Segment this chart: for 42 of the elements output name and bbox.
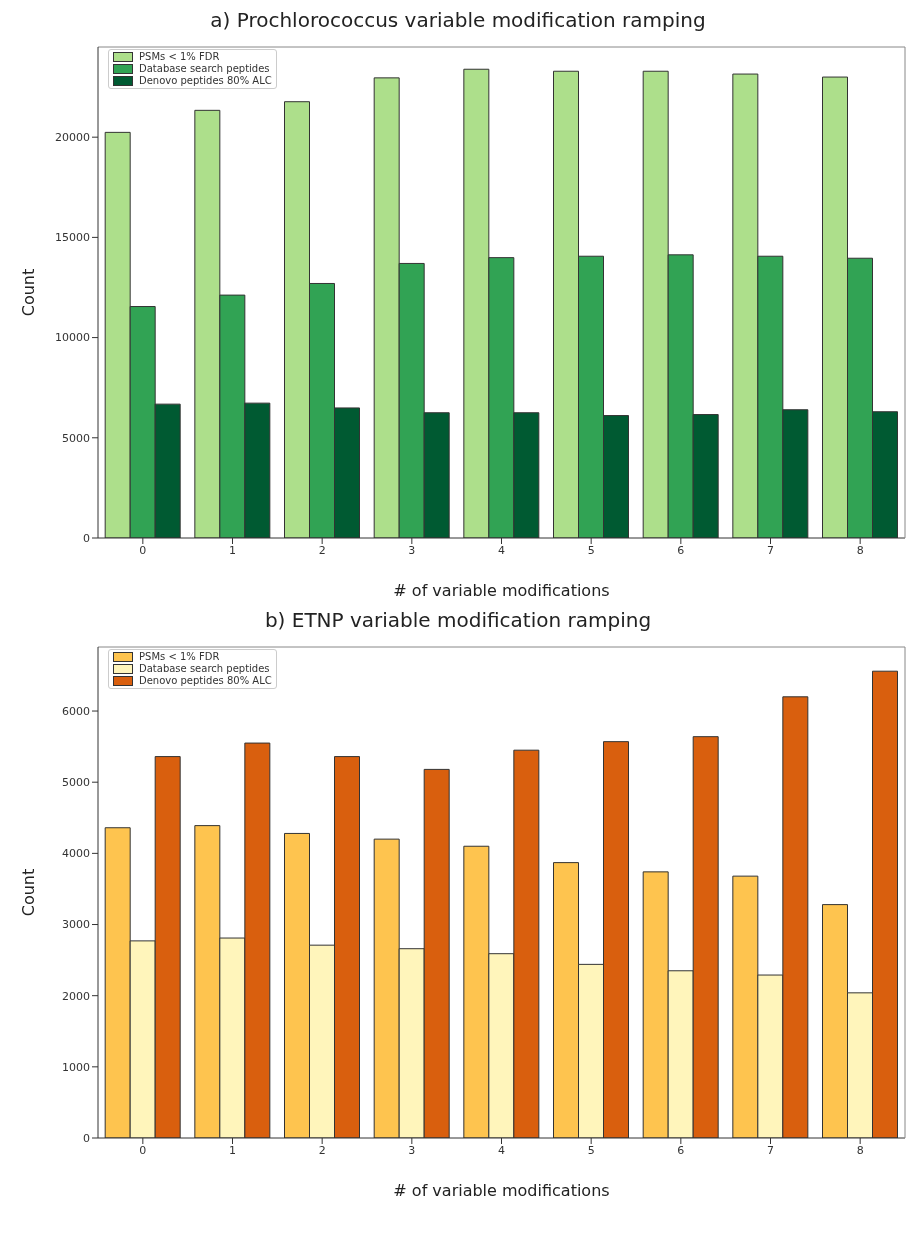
y-tick-label: 0	[83, 531, 90, 545]
y-axis-title: Count	[18, 268, 38, 317]
x-tick-label: 8	[856, 543, 864, 557]
chart-title: b) ETNP variable modification ramping	[263, 608, 653, 634]
x-tick-label: 3	[408, 1143, 416, 1157]
x-tick-label: 4	[498, 543, 505, 557]
x-tick-label: 2	[318, 1143, 326, 1157]
x-tick-label: 6	[677, 1143, 685, 1157]
legend-label: Denovo peptides 80% ALC	[139, 675, 272, 687]
x-tick-label: 8	[856, 1143, 864, 1157]
y-axis-title: Count	[18, 868, 38, 917]
x-tick-label: 0	[139, 543, 147, 557]
x-axis-title: # of variable modifications	[393, 1181, 610, 1200]
x-tick-label: 0	[139, 1143, 147, 1157]
y-tick-label: 2000	[62, 989, 90, 1003]
x-tick-label: 5	[587, 1143, 595, 1157]
legend-label: PSMs < 1% FDR	[139, 651, 220, 663]
legend-label: Database search peptides	[139, 663, 270, 675]
y-tick-label: 5000	[62, 431, 90, 445]
y-tick-label: 15000	[55, 231, 90, 245]
x-tick-label: 1	[229, 543, 236, 557]
y-tick-label: 10000	[55, 331, 90, 345]
x-tick-label: 1	[229, 1143, 236, 1157]
legend-label: PSMs < 1% FDR	[139, 51, 220, 63]
y-tick-label: 20000	[55, 131, 90, 145]
chart-title: a) Prochlorococcus variable modification ramping	[209, 8, 707, 34]
x-tick-label: 7	[767, 543, 774, 557]
y-tick-label: 0	[83, 1131, 90, 1145]
x-tick-label: 5	[587, 543, 595, 557]
y-tick-label: 1000	[62, 1060, 90, 1074]
x-tick-label: 7	[767, 1143, 774, 1157]
y-tick-label: 4000	[62, 847, 90, 861]
y-tick-label: 6000	[62, 704, 90, 718]
x-tick-label: 3	[408, 543, 416, 557]
y-tick-label: 3000	[62, 918, 90, 932]
x-axis-title: # of variable modifications	[393, 581, 610, 600]
x-tick-label: 4	[498, 1143, 505, 1157]
x-tick-label: 6	[677, 543, 685, 557]
legend-label: Denovo peptides 80% ALC	[139, 75, 272, 87]
x-tick-label: 2	[318, 543, 326, 557]
legend-label: Database search peptides	[139, 63, 270, 75]
y-tick-label: 5000	[62, 776, 90, 790]
